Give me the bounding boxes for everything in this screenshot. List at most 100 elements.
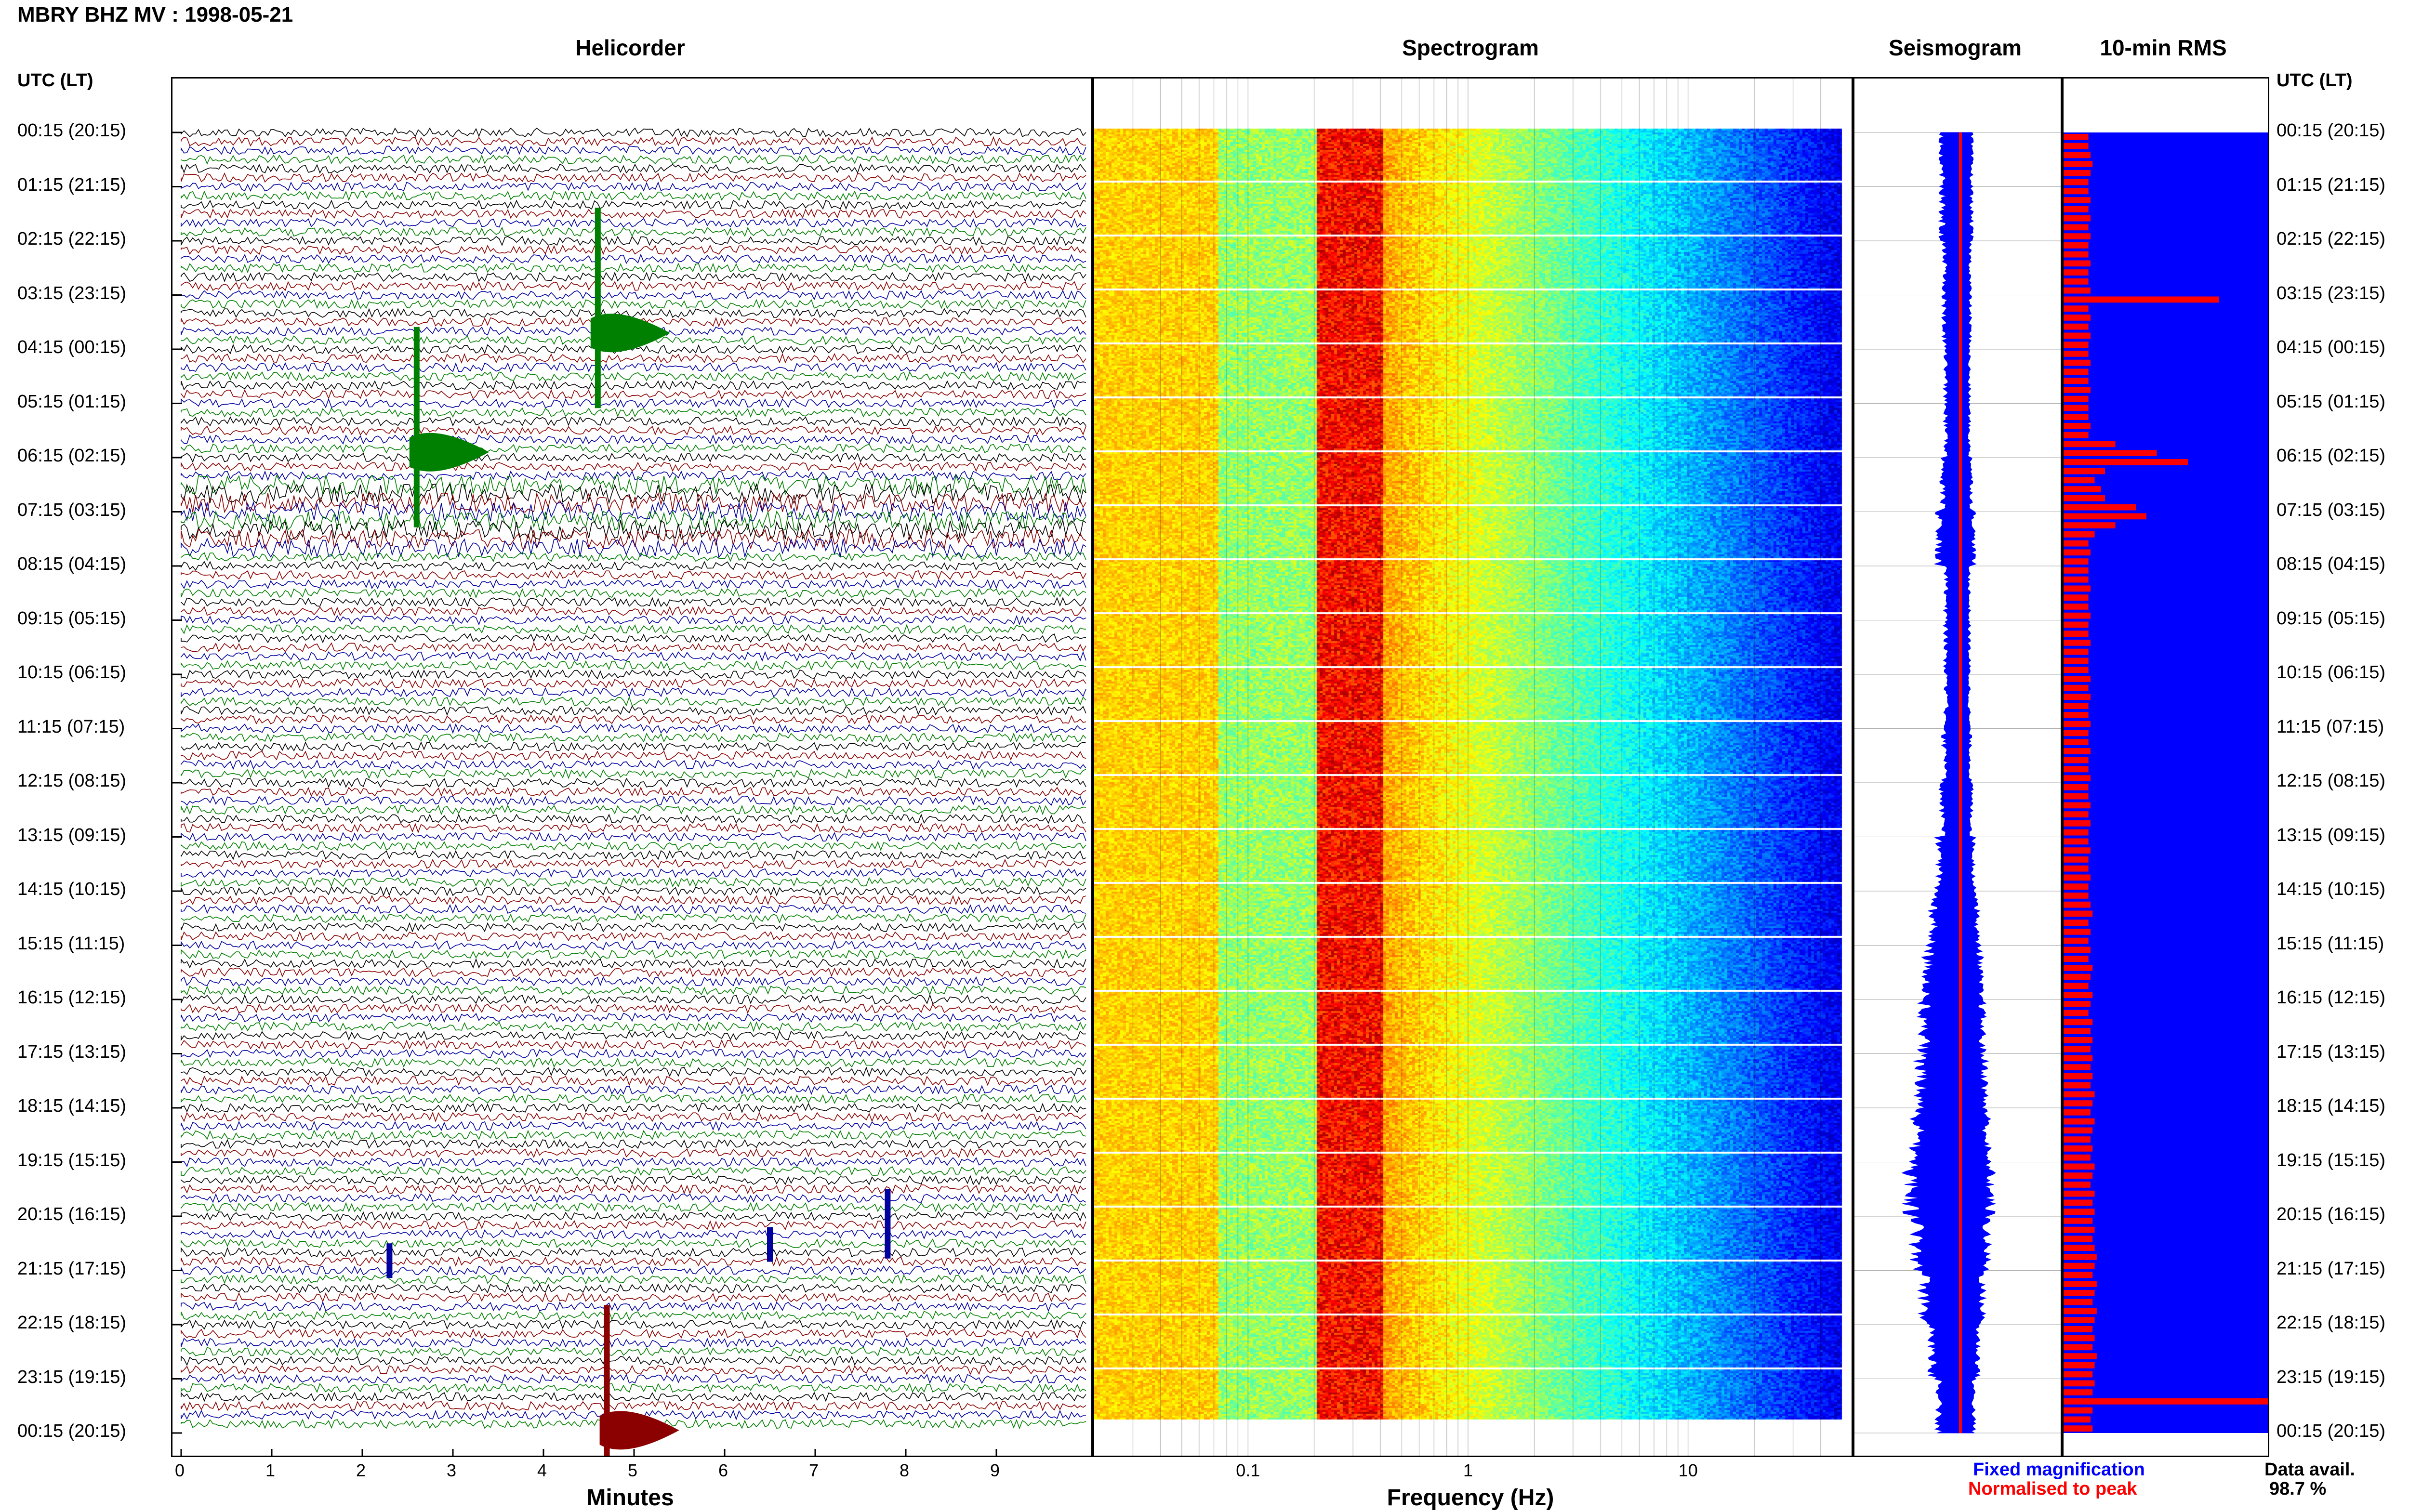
- time-tick-label-right: 21:15 (17:15): [2277, 1258, 2386, 1279]
- rms-bar: [2064, 1326, 2093, 1332]
- helicorder-trace: [181, 579, 1086, 590]
- helicorder-trace: [181, 841, 1086, 851]
- rms-bar: [2064, 161, 2093, 167]
- helicorder-trace: [181, 127, 1086, 138]
- helicorder-trace: [181, 501, 1086, 523]
- rms-bar: [2064, 612, 2091, 619]
- helicorder-trace: [181, 461, 1086, 472]
- time-tick-label-right: 20:15 (16:15): [2277, 1204, 2386, 1224]
- helicorder-trace: [181, 822, 1086, 834]
- rms-panel[interactable]: [2062, 77, 2269, 1457]
- time-tick-label-right: 01:15 (21:15): [2277, 174, 2386, 195]
- helicorder-trace: [181, 510, 1086, 532]
- helicorder-trace: [181, 759, 1086, 770]
- helicorder-x-tick-label: 4: [537, 1460, 547, 1480]
- helicorder-trace: [181, 597, 1086, 607]
- rms-bar: [2064, 323, 2089, 330]
- helicorder-trace: [181, 308, 1086, 318]
- rms-bar: [2064, 703, 2089, 709]
- helicorder-trace: [181, 398, 1086, 409]
- rms-bar: [2064, 558, 2089, 565]
- helicorder-trace: [181, 163, 1086, 174]
- seismogram-plot: [1854, 132, 2061, 1433]
- rms-bar: [2064, 441, 2116, 447]
- helicorder-trace: [181, 538, 1086, 559]
- rms-bar: [2064, 197, 2091, 203]
- helicorder-trace: [181, 588, 1086, 599]
- helicorder-trace: [181, 145, 1086, 156]
- helicorder-trace: [181, 633, 1086, 644]
- helicorder-trace: [181, 696, 1086, 707]
- helicorder-trace: [181, 831, 1086, 842]
- rms-bar: [2064, 684, 2089, 691]
- rms-bar: [2064, 1245, 2095, 1251]
- time-tick-label-right: 06:15 (02:15): [2277, 446, 2386, 466]
- rms-bar: [2064, 820, 2091, 827]
- rms-bar: [2064, 1335, 2095, 1341]
- helicorder-trace: [181, 1247, 1086, 1258]
- time-tick-label-left: 23:15 (19:15): [17, 1367, 127, 1387]
- rms-bar: [2064, 1317, 2095, 1323]
- helicorder-trace: [181, 1039, 1086, 1050]
- time-tick-label-right: 22:15 (18:15): [2277, 1313, 2386, 1333]
- helicorder-title: Helicorder: [575, 35, 685, 60]
- rms-bar: [2064, 287, 2091, 294]
- rms-bar: [2064, 829, 2089, 836]
- helicorder-trace: [181, 606, 1086, 617]
- helicorder-event: [409, 327, 489, 527]
- helicorder-trace: [181, 1392, 1086, 1402]
- helicorder-trace: [181, 226, 1086, 237]
- rms-bar: [2064, 296, 2219, 303]
- rms-bar: [2064, 1353, 2097, 1359]
- rms-bar: [2064, 432, 2089, 438]
- rms-bar: [2064, 1182, 2091, 1188]
- helicorder-trace: [181, 1265, 1086, 1276]
- time-tick-label-right: 12:15 (08:15): [2277, 771, 2386, 791]
- time-tick-label-right: 09:15 (05:15): [2277, 608, 2386, 629]
- helicorder-trace: [181, 1319, 1086, 1330]
- rms-bar: [2064, 1262, 2095, 1269]
- rms-bar: [2064, 1019, 2093, 1026]
- time-tick-label-right: 16:15 (12:15): [2277, 987, 2386, 1008]
- helicorder-trace: [181, 299, 1086, 309]
- helicorder-trace: [181, 1220, 1086, 1231]
- helicorder-trace: [181, 208, 1086, 219]
- helicorder-trace: [181, 1148, 1086, 1158]
- rms-bar: [2064, 947, 2091, 953]
- time-tick-label-left: 06:15 (02:15): [17, 446, 127, 466]
- rms-bar: [2064, 414, 2089, 420]
- helicorder-trace: [181, 434, 1086, 445]
- rms-bar: [2064, 1299, 2093, 1305]
- time-tick-label-right: 13:15 (09:15): [2277, 825, 2386, 845]
- spectrogram-x-tick-label: 0.1: [1236, 1460, 1260, 1480]
- seismogram-panel[interactable]: [1853, 77, 2062, 1457]
- helicorder-trace: [181, 804, 1086, 815]
- rms-bar: [2064, 1218, 2093, 1224]
- helicorder-trace: [181, 795, 1086, 806]
- helicorder-trace: [181, 949, 1086, 960]
- helicorder-trace: [181, 1030, 1086, 1041]
- rms-bar: [2064, 278, 2089, 285]
- helicorder-trace: [181, 1166, 1086, 1176]
- helicorder-trace: [181, 777, 1086, 788]
- rms-bar: [2064, 387, 2091, 393]
- helicorder-trace: [181, 931, 1086, 942]
- rms-bar: [2064, 251, 2089, 258]
- rms-bar: [2064, 865, 2089, 872]
- time-tick-label-left: 21:15 (17:15): [17, 1258, 127, 1279]
- rms-bar: [2064, 1199, 2093, 1206]
- helicorder-trace: [181, 1120, 1086, 1131]
- helicorder-trace: [181, 732, 1086, 743]
- helicorder-trace: [181, 1382, 1086, 1394]
- rms-bar: [2064, 929, 2091, 935]
- spectrogram-panel[interactable]: [1093, 77, 1853, 1457]
- helicorder-panel[interactable]: [171, 77, 1093, 1457]
- helicorder-trace: [181, 1103, 1086, 1114]
- rms-bar: [2064, 667, 2089, 673]
- helicorder-trace: [181, 1365, 1086, 1375]
- time-tick-label-right: 02:15 (22:15): [2277, 229, 2386, 249]
- time-tick-label-left: 02:15 (22:15): [17, 229, 127, 249]
- rms-bar: [2064, 956, 2089, 962]
- helicorder-trace: [181, 1355, 1086, 1366]
- time-tick-label-right: 03:15 (23:15): [2277, 283, 2386, 303]
